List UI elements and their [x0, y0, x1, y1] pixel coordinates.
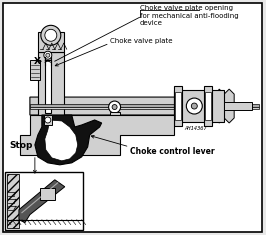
- Bar: [204, 86, 212, 126]
- Polygon shape: [35, 115, 102, 165]
- Bar: [174, 90, 224, 122]
- Text: Choke valve plate: Choke valve plate: [110, 38, 172, 44]
- Bar: [7, 174, 19, 228]
- Bar: [38, 32, 64, 52]
- Bar: [224, 102, 252, 110]
- Polygon shape: [214, 89, 234, 123]
- Circle shape: [46, 53, 50, 57]
- Text: AH14367: AH14367: [184, 126, 207, 131]
- Text: Choke control lever: Choke control lever: [130, 147, 214, 156]
- Circle shape: [109, 101, 120, 113]
- Bar: [45, 60, 51, 113]
- Bar: [174, 86, 182, 126]
- Polygon shape: [30, 92, 214, 120]
- Circle shape: [45, 29, 57, 41]
- Bar: [205, 92, 211, 120]
- Circle shape: [41, 25, 61, 45]
- Circle shape: [191, 103, 197, 109]
- Polygon shape: [45, 120, 78, 161]
- Circle shape: [44, 51, 52, 59]
- Bar: [30, 107, 259, 109]
- Bar: [40, 188, 55, 200]
- Bar: [5, 172, 83, 230]
- Text: X: X: [34, 57, 41, 66]
- Bar: [175, 92, 181, 120]
- Bar: [110, 112, 120, 120]
- Circle shape: [45, 117, 51, 123]
- Bar: [44, 115, 52, 125]
- Text: Choke valve plate opening
for mechanical anti-flooding
device: Choke valve plate opening for mechanical…: [139, 5, 238, 26]
- Circle shape: [186, 98, 202, 114]
- Bar: [30, 104, 259, 107]
- Polygon shape: [19, 180, 65, 223]
- Polygon shape: [20, 115, 174, 155]
- Bar: [38, 52, 64, 115]
- Bar: [30, 60, 40, 80]
- Circle shape: [112, 105, 117, 110]
- Text: Stop: Stop: [9, 141, 32, 150]
